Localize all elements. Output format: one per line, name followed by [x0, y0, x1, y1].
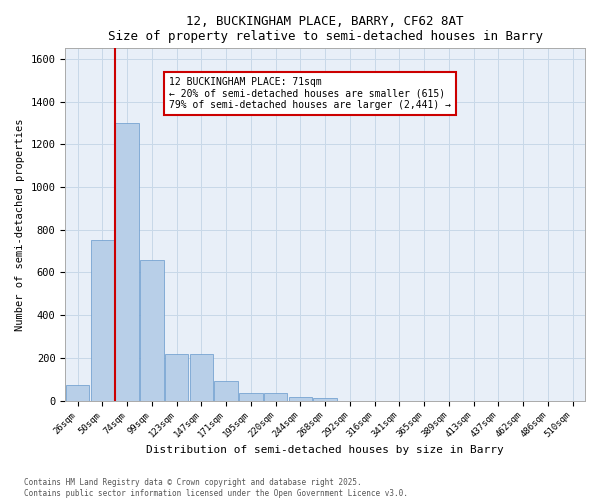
Bar: [214, 382, 238, 400]
X-axis label: Distribution of semi-detached houses by size in Barry: Distribution of semi-detached houses by …: [146, 445, 504, 455]
Bar: [91, 240, 114, 400]
Bar: [264, 393, 287, 400]
Y-axis label: Number of semi-detached properties: Number of semi-detached properties: [15, 118, 25, 330]
Bar: [313, 398, 337, 400]
Bar: [66, 384, 89, 400]
Title: 12, BUCKINGHAM PLACE, BARRY, CF62 8AT
Size of property relative to semi-detached: 12, BUCKINGHAM PLACE, BARRY, CF62 8AT Si…: [107, 15, 542, 43]
Text: 12 BUCKINGHAM PLACE: 71sqm
← 20% of semi-detached houses are smaller (615)
79% o: 12 BUCKINGHAM PLACE: 71sqm ← 20% of semi…: [169, 76, 451, 110]
Text: Contains HM Land Registry data © Crown copyright and database right 2025.
Contai: Contains HM Land Registry data © Crown c…: [24, 478, 408, 498]
Bar: [190, 354, 213, 401]
Bar: [115, 123, 139, 400]
Bar: [239, 393, 263, 400]
Bar: [165, 354, 188, 401]
Bar: [140, 260, 164, 400]
Bar: [289, 398, 312, 400]
